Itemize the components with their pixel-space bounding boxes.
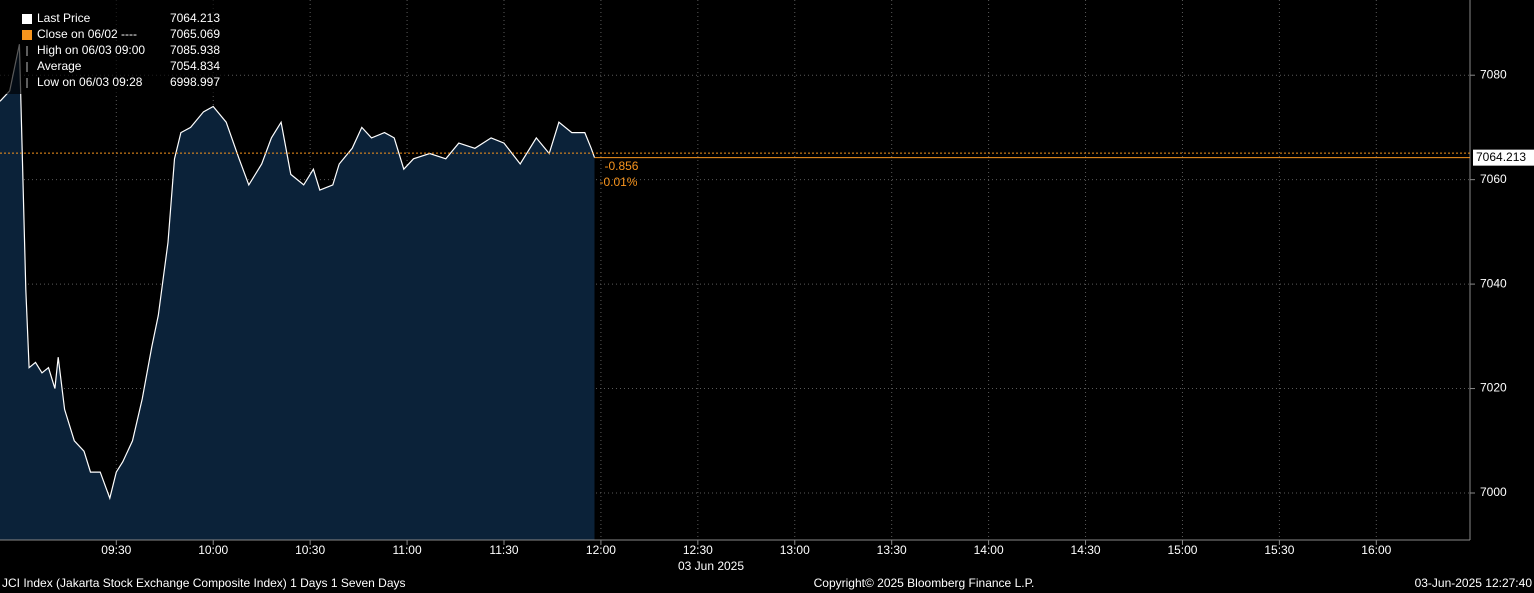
date-label: 03 Jun 2025 <box>678 559 744 573</box>
area <box>0 44 595 540</box>
change-pct-label: -0.01% <box>599 175 637 189</box>
footer-center: Copyright© 2025 Bloomberg Finance L.P. <box>814 576 1035 590</box>
legend-name: High on 06/03 09:00 <box>37 43 145 57</box>
x-tick-label: 14:30 <box>1071 543 1101 557</box>
x-tick-label: 12:30 <box>683 543 713 557</box>
y-tick-label: 7040 <box>1480 276 1507 290</box>
x-tick-label: 13:00 <box>780 543 810 557</box>
legend-box <box>0 0 226 94</box>
x-tick-label: 15:30 <box>1264 543 1294 557</box>
price-line <box>0 44 596 501</box>
legend-name: Close on 06/02 ---- <box>37 27 137 41</box>
footer-left: JCI Index (Jakarta Stock Exchange Compos… <box>2 576 406 590</box>
legend-swatch <box>22 30 32 40</box>
legend-value: 7065.069 <box>170 27 220 41</box>
legend-value: 7064.213 <box>170 11 220 25</box>
x-tick-label: 15:00 <box>1167 543 1197 557</box>
y-tick-label: 7060 <box>1480 172 1507 186</box>
legend-value: 7085.938 <box>170 43 220 57</box>
x-tick-label: 12:00 <box>586 543 616 557</box>
legend-value: 6998.997 <box>170 75 220 89</box>
legend-name: Last Price <box>37 11 91 25</box>
change-label: -0.856 <box>604 159 638 173</box>
x-tick-label: 14:00 <box>974 543 1004 557</box>
footer-right: 03-Jun-2025 12:27:40 <box>1415 576 1533 590</box>
x-tick-label: 13:30 <box>877 543 907 557</box>
x-tick-label: 11:30 <box>489 543 518 557</box>
y-tick-label: 7020 <box>1480 381 1507 395</box>
y-tick-label: 7000 <box>1480 485 1507 499</box>
legend-name: Low on 06/03 09:28 <box>37 75 143 89</box>
legend-swatch <box>22 14 32 24</box>
y-tick-label: 7080 <box>1480 67 1507 81</box>
x-tick-label: 11:00 <box>393 543 422 557</box>
last-price-box <box>1473 149 1534 166</box>
last-price-label: 7064.213 <box>1476 150 1526 164</box>
x-tick-label: 10:00 <box>198 543 228 557</box>
x-tick-label: 10:30 <box>295 543 325 557</box>
x-tick-label: 16:00 <box>1361 543 1391 557</box>
plot-area <box>0 0 1470 540</box>
legend-name: Average <box>37 59 82 73</box>
x-tick-label: 09:30 <box>101 543 131 557</box>
legend-value: 7054.834 <box>170 59 220 73</box>
